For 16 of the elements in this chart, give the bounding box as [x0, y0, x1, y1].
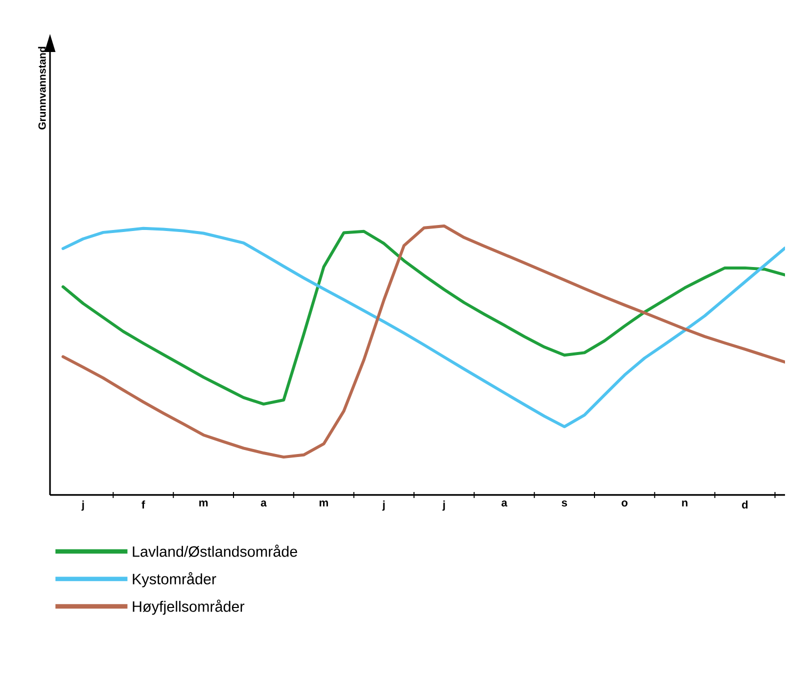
legend-label: Høyfjellsområder — [132, 600, 244, 615]
x-tick-label: m — [320, 500, 328, 506]
x-tick-label: m — [199, 500, 208, 506]
legend-label: Kystområder — [132, 572, 216, 588]
legend-label: Lavland/Østlandsområde — [132, 544, 298, 558]
x-tick-label: j — [382, 500, 385, 511]
x-tick-label: a — [502, 500, 508, 507]
x-tick-label: f — [142, 500, 146, 508]
x-tick-label: s — [562, 500, 568, 507]
x-tick-label: n — [682, 500, 688, 506]
x-tick-label: o — [622, 500, 628, 507]
x-tick-label: a — [260, 500, 267, 507]
x-tick-label: d — [742, 500, 748, 509]
text: Grunnvannstand — [38, 46, 46, 130]
x-tick-label: j — [81, 500, 84, 511]
x-tick-label: j — [442, 500, 445, 511]
